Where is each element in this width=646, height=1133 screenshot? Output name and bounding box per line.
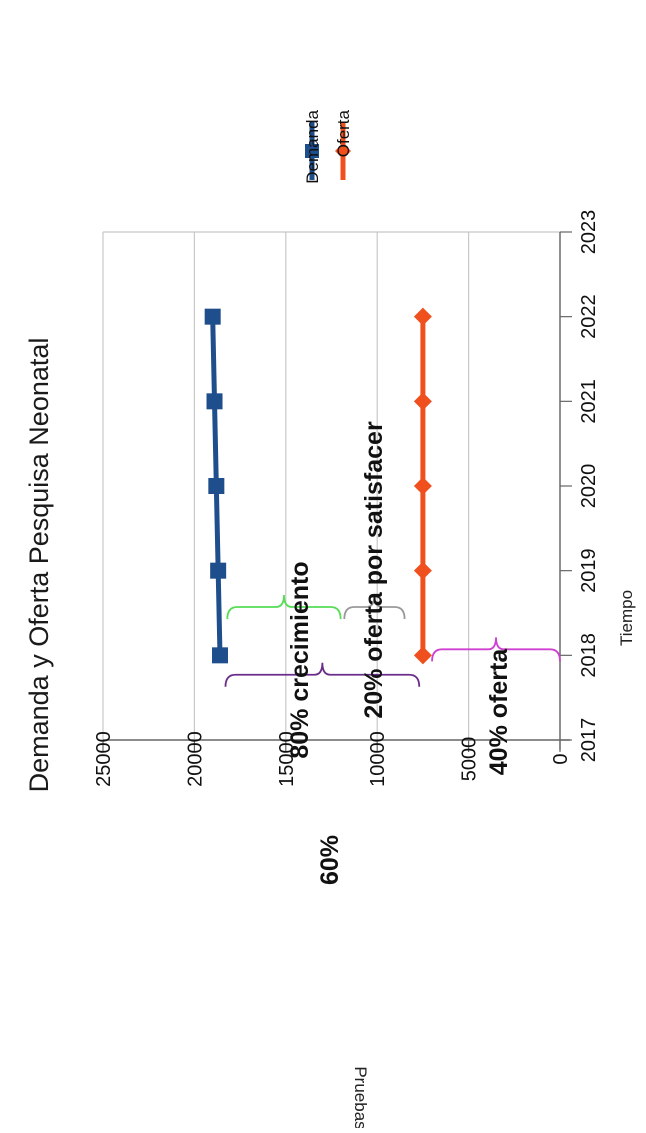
annotation-brace [226, 594, 342, 620]
x-tick-label: 2023 [578, 210, 600, 255]
y-tick-label: 10000 [367, 731, 389, 787]
legend-label-demanda: Demanda [303, 109, 322, 183]
y-tick-label: 25000 [93, 731, 115, 787]
annotation-label: 40% oferta [485, 648, 513, 776]
x-tick-label: 2018 [578, 633, 600, 678]
legend-label-oferta: Oferta [334, 109, 353, 157]
data-point-demanda [210, 562, 227, 579]
annotation-brace [343, 594, 406, 620]
chart-title: Demanda y Oferta Pesquisa Neonatal [24, 338, 54, 793]
data-point-oferta [413, 561, 432, 580]
data-point-demanda [204, 308, 221, 325]
legend-swatch-marker [305, 144, 319, 158]
x-tick-label: 2017 [578, 718, 600, 763]
y-tick-label: 20000 [184, 731, 206, 787]
gridlines [102, 231, 561, 740]
data-point-demanda [206, 393, 223, 410]
x-axis-label: Tiempo [617, 590, 636, 646]
y-tick-label: 15000 [276, 731, 298, 787]
x-tick-label: 2022 [578, 294, 600, 339]
data-point-demanda [208, 478, 225, 494]
data-point-oferta [413, 392, 432, 411]
axes [102, 231, 572, 752]
y-tick-label: 5000 [459, 737, 481, 782]
annotation-label: 80% crecimiento [286, 561, 314, 758]
legend: Demanda Oferta [303, 109, 353, 183]
series [204, 307, 432, 665]
x-tick-label: 2021 [578, 379, 600, 424]
annotation-label: 60% [316, 835, 344, 885]
annotations: 60% 80% crecimiento 20% oferta por satisfa… [224, 421, 561, 885]
data-point-demanda [211, 647, 228, 664]
data-point-oferta [413, 646, 432, 665]
legend-swatch-marker [335, 143, 351, 159]
annotation-brace [224, 662, 421, 687]
y-tick-label: 0 [550, 753, 572, 764]
x-tick-label: 2019 [578, 548, 600, 593]
y-axis-label: Pruebas [351, 1066, 370, 1128]
y-tick-labels: 0 5000 10000 15000 20000 25000 [93, 731, 572, 787]
data-point-oferta [413, 477, 432, 495]
annotation-label: 20% oferta por satisfacer [360, 421, 388, 719]
x-tick-label: 2020 [578, 464, 600, 509]
x-tick-labels: 2017 2018 2019 2020 2021 2022 2023 [578, 210, 600, 763]
data-point-oferta [413, 307, 432, 326]
